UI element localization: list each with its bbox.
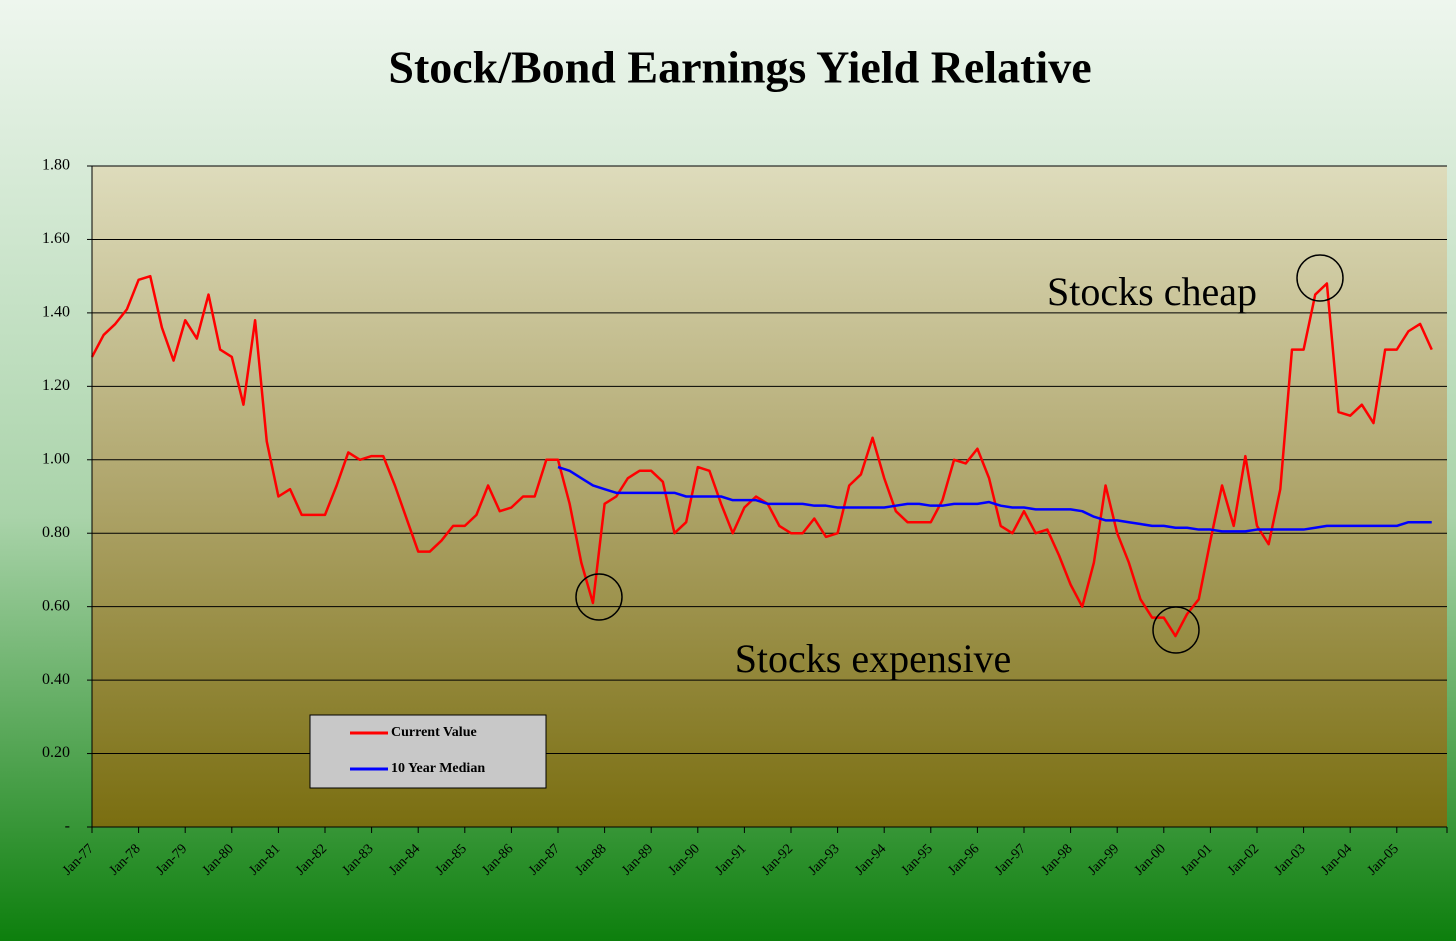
y-tick-label: - xyxy=(65,818,70,835)
plot-area xyxy=(92,166,1447,827)
series-line xyxy=(557,465,1432,533)
legend-box xyxy=(309,714,547,789)
y-tick-label: 1.60 xyxy=(42,230,70,247)
y-tick-label: 1.20 xyxy=(42,377,70,394)
highlight-circle xyxy=(1296,254,1344,302)
series-line xyxy=(90,274,1433,638)
y-tick-label: 0.80 xyxy=(42,524,70,541)
annotation: Stocks expensive xyxy=(735,636,1012,681)
chart-title: Stock/Bond Earnings Yield Relative xyxy=(388,42,1091,93)
y-tick-label: 0.20 xyxy=(42,744,70,761)
annotation: Stocks cheap xyxy=(1047,269,1257,314)
legend-label: 10 Year Median xyxy=(391,761,485,776)
y-tick-label: 1.40 xyxy=(42,304,70,321)
y-tick-label: 1.80 xyxy=(42,157,70,174)
legend: Current Value 10 Year Median xyxy=(309,714,547,789)
highlight-circle xyxy=(1152,606,1200,654)
highlight-circle xyxy=(575,573,623,621)
y-tick-label: 0.60 xyxy=(42,597,70,614)
y-tick-label: 1.00 xyxy=(42,450,70,467)
legend-label: Current Value xyxy=(391,725,477,740)
y-tick-label: 0.40 xyxy=(42,671,70,688)
